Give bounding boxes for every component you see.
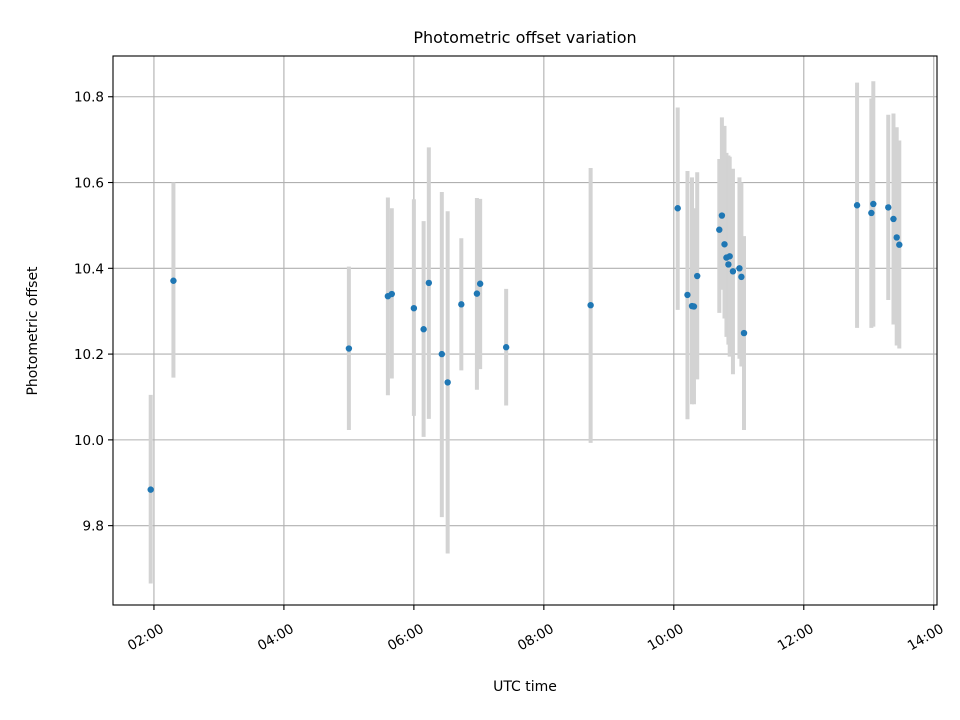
data-point: [458, 301, 465, 308]
data-point: [896, 241, 903, 248]
data-point: [476, 280, 484, 287]
data-point: [893, 234, 900, 241]
data-point: [726, 253, 733, 260]
data-point: [740, 329, 748, 337]
data-point: [853, 202, 861, 209]
chart-title: Photometric offset variation: [413, 28, 636, 47]
data-point: [502, 344, 510, 351]
data-point: [716, 226, 723, 233]
data-point: [725, 261, 732, 268]
data-point: [738, 273, 745, 281]
data-points: [147, 200, 903, 493]
data-point: [736, 265, 743, 272]
y-axis-label: Photometric offset: [25, 266, 41, 396]
data-point: [690, 303, 698, 310]
y-tick-label: 10.0: [74, 433, 104, 449]
data-point: [694, 272, 701, 280]
data-point: [388, 290, 395, 298]
data-point: [444, 379, 451, 386]
y-tick-label: 10.2: [74, 347, 104, 363]
data-point: [729, 268, 737, 275]
data-point: [870, 200, 877, 208]
y-tick-label: 9.8: [83, 519, 104, 535]
y-tick-label: 10.8: [74, 90, 104, 106]
data-point: [587, 301, 594, 309]
x-axis-label: UTC time: [493, 679, 557, 695]
data-point: [718, 212, 726, 219]
data-point: [147, 486, 154, 493]
data-point: [425, 279, 433, 287]
data-point: [345, 345, 353, 352]
data-point: [890, 215, 897, 223]
data-point: [473, 290, 481, 297]
plot-frame: [112, 55, 938, 606]
data-point: [170, 277, 177, 284]
data-point: [885, 204, 892, 211]
data-point: [410, 304, 418, 312]
data-point: [420, 326, 427, 333]
y-tick-label: 10.4: [74, 261, 104, 277]
data-point: [721, 241, 728, 248]
y-tick-label: 10.6: [74, 176, 104, 192]
data-point: [684, 291, 691, 299]
data-point: [438, 350, 446, 358]
data-point: [868, 209, 875, 217]
data-point: [674, 205, 681, 212]
